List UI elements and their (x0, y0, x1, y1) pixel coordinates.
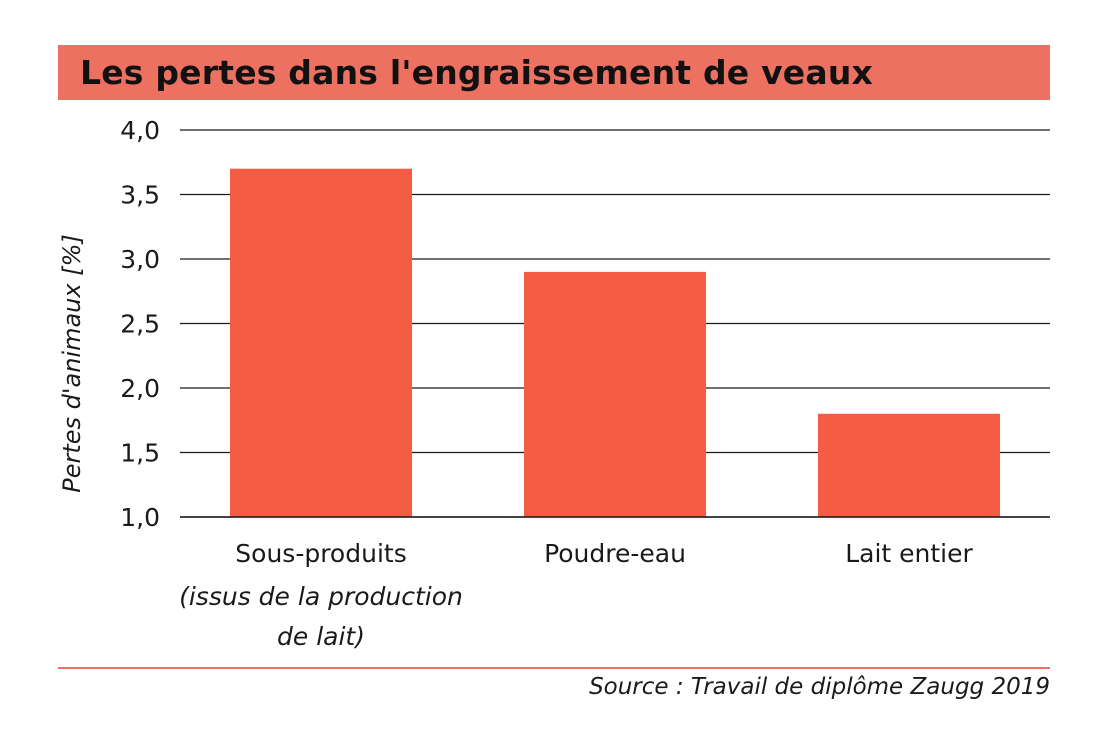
y-tick-label: 3,5 (120, 181, 160, 210)
y-tick-label: 3,0 (120, 245, 160, 274)
source-note: Source : Travail de diplôme Zaugg 2019 (589, 674, 1050, 700)
x-tick-label: Poudre-eau (544, 539, 686, 568)
x-tick-label-note: de lait) (277, 622, 365, 651)
y-tick-label: 1,0 (120, 503, 160, 532)
y-tick-label: 4,0 (120, 116, 160, 145)
chart-title-band: Les pertes dans l'engraissement de veaux (58, 45, 1050, 100)
bar (230, 168, 412, 517)
x-tick-label: Sous-produits (235, 539, 406, 568)
x-tick-label-note: (issus de la production (179, 582, 463, 611)
source-divider (58, 667, 1050, 669)
y-tick-label: 2,5 (120, 310, 160, 339)
bar (818, 413, 1000, 517)
y-tick-label: 2,0 (120, 374, 160, 403)
chart-title: Les pertes dans l'engraissement de veaux (80, 53, 874, 92)
y-tick-label: 1,5 (120, 439, 160, 468)
bar (524, 271, 706, 517)
y-axis-label: Pertes d'animaux [%] (58, 234, 86, 493)
x-tick-label: Lait entier (845, 539, 973, 568)
